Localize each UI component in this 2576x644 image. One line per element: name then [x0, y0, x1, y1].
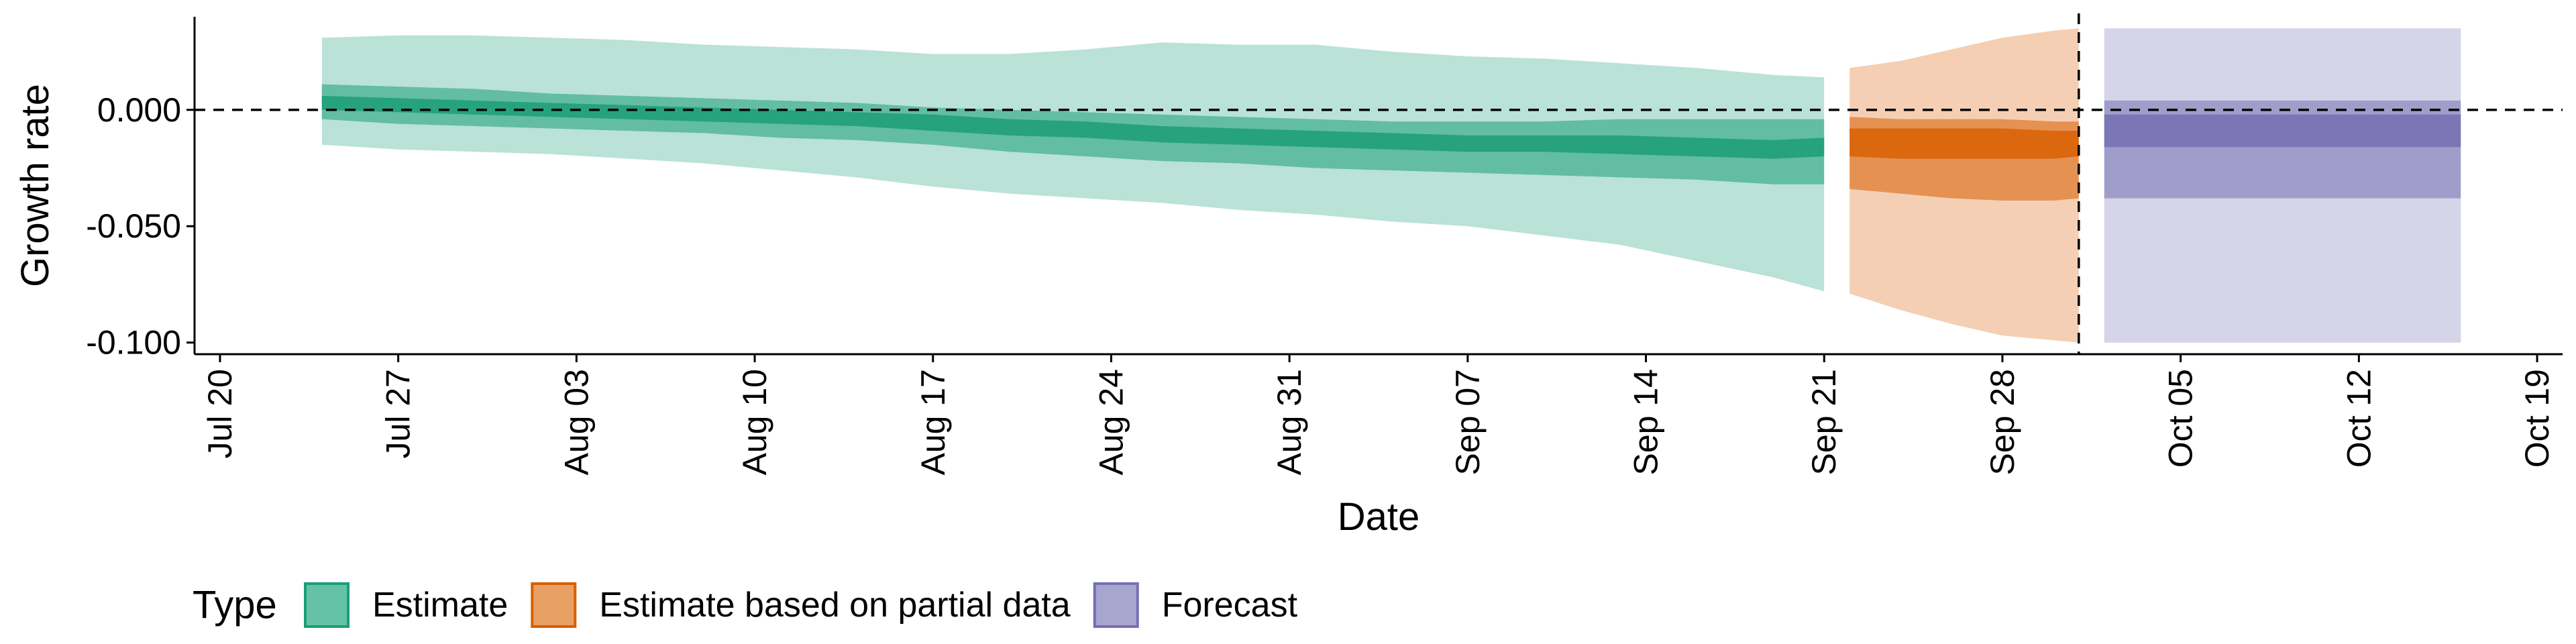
- x-tick-label: Aug 31: [1271, 369, 1308, 475]
- estimate-band-20: [321, 95, 1825, 159]
- x-axis-title: Date: [1338, 495, 1420, 539]
- forecast-band-20: [2104, 114, 2461, 148]
- x-tick-label: Sep 28: [1984, 369, 2021, 475]
- x-tick-label: Sep 07: [1449, 369, 1487, 475]
- x-tick-label: Jul 27: [380, 369, 417, 458]
- x-tick-label: Sep 14: [1627, 369, 1665, 475]
- legend-label-forecast: Forecast: [1162, 586, 1298, 625]
- legend-title: Type: [193, 584, 277, 627]
- x-tick-label: Jul 20: [201, 369, 239, 458]
- y-tick-label: -0.050: [86, 207, 181, 245]
- legend: Type Estimate Estimate based on partial d…: [193, 582, 1298, 628]
- reference-lines: [195, 13, 2563, 354]
- legend-swatch-forecast: [1093, 582, 1139, 628]
- estimate-based-on-partial-data-band-20: [1849, 128, 2079, 159]
- x-tick-label: Sep 21: [1805, 369, 1843, 475]
- x-tick-label: Aug 10: [736, 369, 773, 475]
- y-axis-title: Growth rate: [13, 84, 57, 287]
- y-tick-label: -0.100: [86, 324, 181, 362]
- legend-label-estimate-based-on-partial-data: Estimate based on partial data: [599, 586, 1071, 625]
- ribbon-bands: [321, 28, 2461, 343]
- x-tick-label: Aug 24: [1093, 369, 1130, 475]
- axes: 0.000 -0.050 -0.100 Jul 20 Jul 27 Aug 03 Aug 1…: [86, 17, 2563, 475]
- legend-swatch-estimate-based-on-partial-data: [531, 582, 577, 628]
- legend-label-estimate: Estimate: [372, 586, 508, 625]
- x-tick-label: Oct 19: [2518, 369, 2556, 468]
- y-tick-label: 0.000: [97, 91, 181, 129]
- x-tick-label: Oct 12: [2340, 369, 2377, 468]
- legend-swatch-estimate: [304, 582, 350, 628]
- x-tick-label: Aug 17: [914, 369, 952, 475]
- x-tick-label: Aug 03: [557, 369, 595, 475]
- x-tick-label: Oct 05: [2162, 369, 2200, 468]
